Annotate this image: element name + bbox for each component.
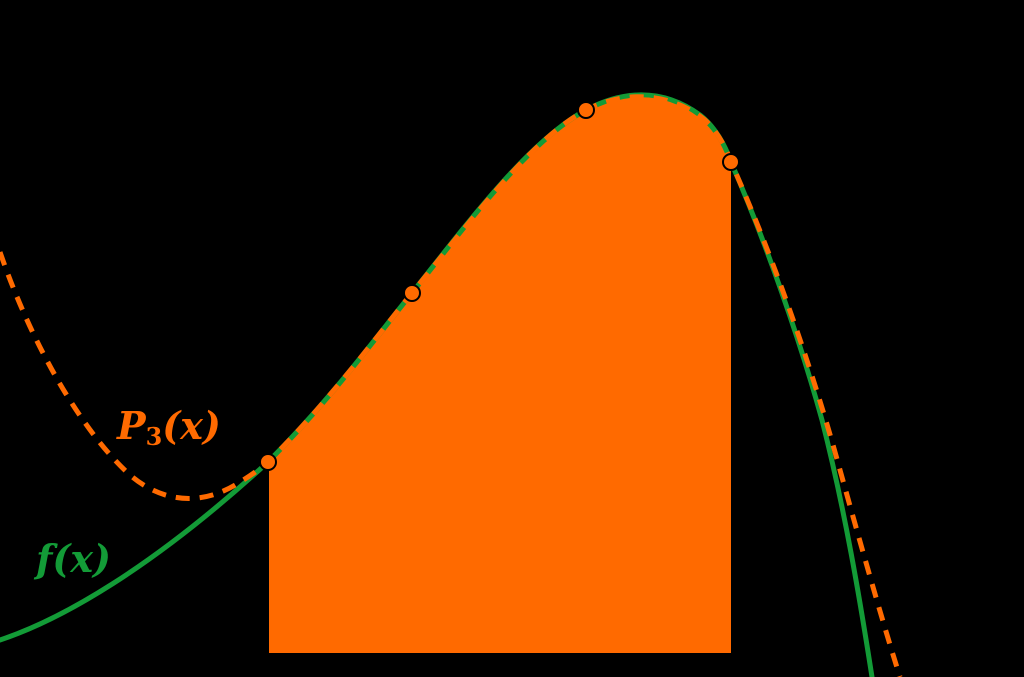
p3-curve-dashed <box>0 94 903 677</box>
p3-label: P3(x) <box>117 407 221 449</box>
f-label: f(x) <box>36 536 111 581</box>
interpolation-node-1 <box>259 453 277 471</box>
p3-label-subscript: 3 <box>145 422 163 451</box>
interpolation-node-4 <box>722 153 740 171</box>
interpolation-node-3 <box>577 101 595 119</box>
p3-label-main: P <box>117 403 146 448</box>
p3-label-arg: (x) <box>162 403 221 448</box>
interpolation-node-2 <box>403 284 421 302</box>
shaded-area-under-p3 <box>269 96 731 653</box>
interpolation-nodes <box>259 101 740 471</box>
